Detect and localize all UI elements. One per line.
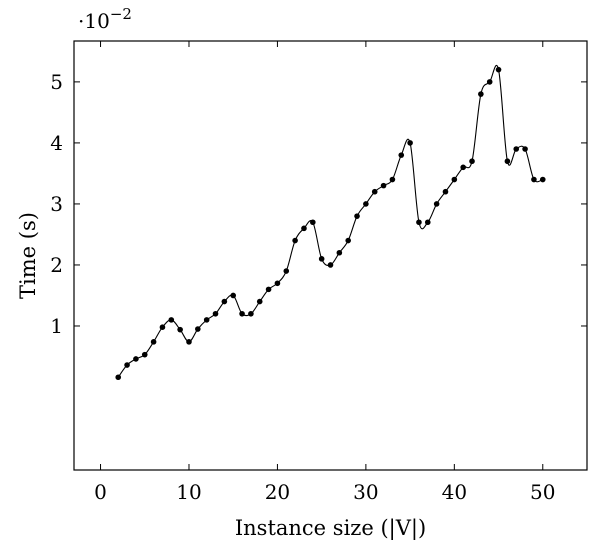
data-point (301, 225, 307, 232)
data-point (539, 176, 546, 183)
y-tick-label: 5 (50, 70, 63, 94)
data-point (424, 219, 431, 226)
data-point (327, 262, 334, 268)
data-point (504, 158, 511, 165)
data-point (318, 256, 325, 262)
data-point (256, 298, 263, 305)
data-point (531, 176, 537, 183)
x-axis-label: Instance size (|V|) (235, 516, 426, 541)
data-point (460, 164, 466, 171)
data-point (433, 201, 440, 207)
data-point (486, 79, 493, 85)
data-point (478, 91, 484, 97)
data-point (239, 310, 245, 317)
x-tick-label: 20 (265, 480, 290, 504)
data-point (221, 298, 228, 305)
data-point (522, 146, 528, 152)
data-point (380, 182, 387, 189)
y-tick-label: 3 (50, 192, 63, 216)
data-point (451, 176, 458, 183)
y-axis-label: Time (s) (16, 212, 40, 299)
x-tick-label: 10 (176, 480, 201, 504)
y-tick-label: 2 (50, 253, 63, 277)
data-point (150, 339, 157, 345)
tick-labels: 0 10 20 30 40 50 1 2 3 4 5 (50, 70, 555, 504)
data-point (133, 356, 139, 362)
data-point (159, 324, 166, 331)
data-point (124, 362, 130, 368)
data-point (389, 176, 396, 183)
data-point (495, 66, 502, 73)
axis-ticks (74, 41, 587, 470)
x-tick-label: 30 (353, 480, 378, 504)
data-point (248, 310, 254, 317)
data-point (212, 310, 219, 317)
data-point (283, 268, 290, 274)
data-point (469, 158, 475, 165)
data-point (416, 219, 422, 226)
y-scale-base: ·10 (78, 9, 110, 33)
y-scale-exponent: −2 (110, 5, 132, 23)
data-point (442, 188, 449, 195)
series-markers (115, 66, 546, 381)
data-point (168, 317, 175, 323)
data-point (115, 374, 122, 381)
x-tick-label: 40 (442, 480, 467, 504)
data-point (195, 326, 201, 332)
data-point (292, 237, 298, 244)
x-tick-label: 50 (530, 480, 555, 504)
plot-frame-group (73, 40, 588, 471)
data-point (177, 326, 183, 333)
data-point (141, 351, 148, 358)
data-point (363, 201, 369, 207)
data-point (186, 339, 192, 345)
data-point (398, 152, 405, 158)
y-tick-label: 4 (50, 131, 63, 155)
y-scale-multiplier: ·10−2 (78, 5, 132, 33)
data-point (407, 140, 413, 146)
x-tick-label: 0 (94, 480, 107, 504)
data-point (265, 286, 272, 293)
data-point (274, 280, 281, 287)
data-point (336, 249, 343, 256)
data-point (310, 219, 316, 226)
data-point (203, 317, 210, 323)
data-point (371, 188, 378, 195)
y-tick-label: 1 (50, 314, 63, 338)
data-point (354, 213, 360, 219)
plot-frame (73, 40, 588, 471)
data-point (513, 146, 520, 152)
data-point (345, 237, 351, 244)
data-point (230, 292, 237, 299)
